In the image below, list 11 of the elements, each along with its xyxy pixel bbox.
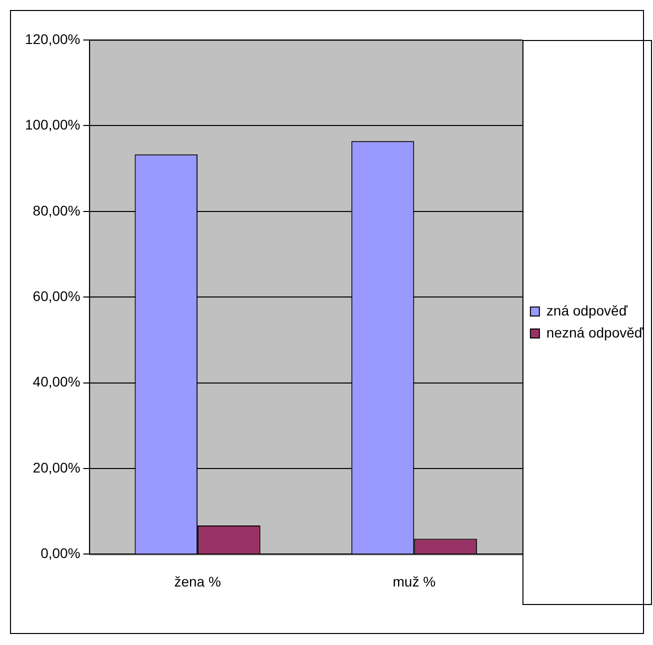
y-tick-label: 0,00%: [40, 545, 80, 562]
x-tick-label: žena %: [174, 573, 221, 590]
y-tick-label: 100,00%: [24, 116, 80, 133]
legend-label: zná odpověď: [546, 302, 628, 318]
x-tick-label: muž %: [392, 573, 436, 590]
y-tick-label: 80,00%: [32, 202, 80, 218]
y-tick-label: 60,00%: [32, 288, 80, 304]
legend-label: nezná odpověď: [546, 324, 644, 340]
y-tick-label: 40,00%: [32, 374, 80, 390]
y-tick-label: 120,00%: [24, 30, 80, 47]
y-tick-label: 20,00%: [32, 459, 80, 476]
